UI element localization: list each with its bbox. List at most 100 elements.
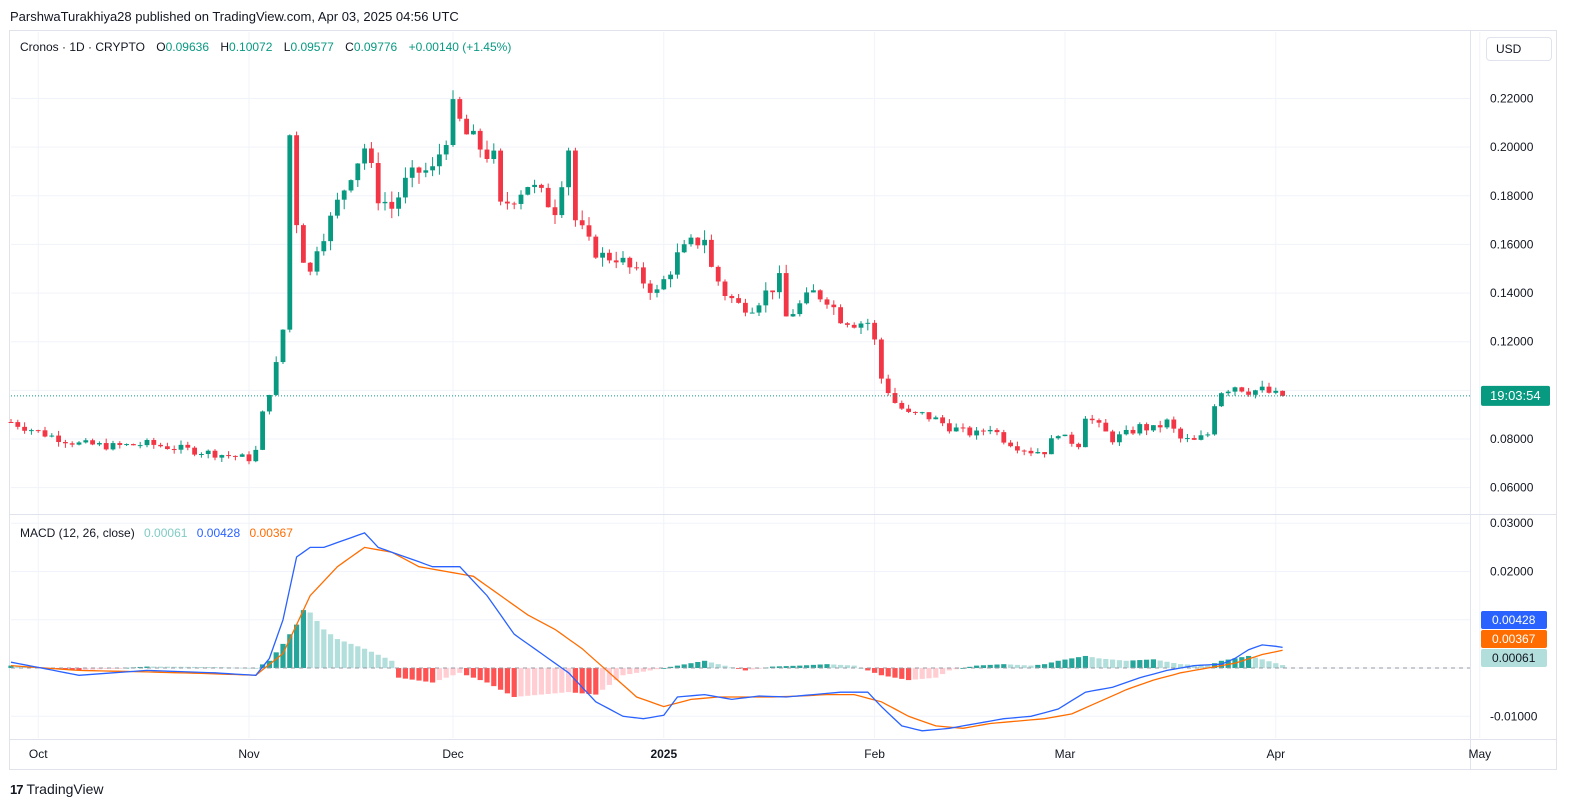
macd-histogram-bar [287, 634, 293, 669]
candle-body [1110, 431, 1115, 443]
time-tick-label: Mar [1055, 747, 1076, 761]
candle-body [593, 236, 599, 258]
candle-body [348, 180, 354, 191]
candle-body [260, 411, 265, 450]
candle-body [879, 339, 884, 379]
candle-body [1123, 429, 1129, 435]
price-tick-label: 0.12000 [1490, 335, 1534, 349]
macd-histogram-bar [171, 666, 177, 669]
candle-body [702, 239, 707, 246]
macd-histogram-bar [498, 668, 504, 690]
macd-histogram-bar [1198, 665, 1204, 669]
macd-histogram-bar [300, 610, 306, 669]
macd-histogram-bar [484, 668, 490, 683]
macd-histogram-bar [606, 668, 612, 685]
ohlc-legend: Cronos · 1D · CRYPTO O0.09636 H0.10072 L… [20, 40, 511, 54]
macd-histogram-bar [987, 664, 993, 669]
macd-histogram-bar [151, 666, 157, 669]
macd-histogram-bar [253, 668, 259, 669]
macd-title[interactable]: MACD (12, 26, close) [20, 526, 135, 540]
macd-histogram-bar [280, 643, 286, 669]
macd-histogram-bar [178, 666, 184, 669]
macd-histogram-bar [1048, 662, 1054, 669]
macd-histogram-bar [865, 668, 871, 671]
candle-body [382, 201, 388, 204]
candle-body [97, 443, 102, 445]
candle-body [375, 163, 381, 204]
countdown-label: 19:03:54 [1490, 388, 1541, 403]
candle-body [1117, 434, 1122, 443]
candle-body [355, 163, 361, 181]
candle-body [790, 314, 796, 317]
candle-body [165, 446, 170, 450]
candle-body [865, 322, 871, 324]
candle-body [525, 187, 531, 195]
macd-histogram-bar [185, 666, 191, 669]
macd-histogram-bar [797, 665, 803, 669]
candle-body [362, 148, 367, 164]
macd-histogram-bar [164, 666, 170, 669]
candle-body [715, 266, 721, 282]
candle-body [1239, 387, 1245, 392]
candle-body [756, 305, 762, 313]
candle-body [1055, 436, 1061, 439]
macd-histogram-bar [90, 668, 96, 670]
candle-body [423, 170, 429, 173]
macd-histogram-bar [192, 666, 198, 669]
macd-histogram-bar [878, 668, 884, 676]
candle-body [246, 454, 252, 462]
macd-histogram-bar [600, 668, 606, 690]
macd-histogram-bar [518, 668, 524, 697]
macd-histogram-bar [695, 661, 701, 669]
candle-body [1280, 390, 1285, 396]
macd-histogram-bar [117, 668, 123, 669]
macd-histogram-bar [321, 629, 327, 669]
currency-button[interactable]: USD [1486, 37, 1552, 61]
macd-histogram-bar [824, 664, 830, 669]
candle-body [967, 427, 973, 436]
candle-body [1205, 434, 1211, 436]
open-value: 0.09636 [165, 40, 209, 54]
candle-body [511, 203, 517, 205]
candle-body [35, 430, 41, 432]
brand[interactable]: 17 TradingView [10, 781, 104, 797]
candle-body [1225, 391, 1231, 394]
candle-body [1137, 424, 1143, 434]
macd-histogram-bar [1014, 664, 1020, 669]
candle-body [90, 440, 95, 445]
candle-body [566, 150, 571, 188]
macd-histogram-bar [559, 668, 565, 693]
macd-histogram-bar [790, 665, 796, 669]
macd-line [10, 532, 1283, 732]
candle-body [627, 257, 633, 268]
macd-histogram-bar [851, 665, 857, 669]
macd-histogram-bar [885, 668, 891, 677]
macd-tick-label: -0.01000 [1490, 709, 1538, 723]
macd-histogram-bar [389, 660, 395, 669]
macd-histogram-bar [620, 668, 626, 676]
macd-histogram-bar [1001, 664, 1007, 669]
candle-body [192, 447, 197, 455]
symbol-label[interactable]: Cronos · 1D · CRYPTO [20, 40, 145, 54]
macd-tick-label: 0.02000 [1490, 565, 1534, 579]
candle-body [1001, 432, 1007, 443]
candle-body [457, 99, 463, 119]
macd-histogram-bar [1062, 659, 1068, 669]
candle-body [396, 197, 401, 209]
macd-histogram-badge [1481, 649, 1547, 667]
candle-body [607, 252, 612, 261]
macd-histogram-bar [15, 666, 21, 669]
candle-body [797, 303, 803, 315]
macd-histogram-bar [8, 665, 14, 669]
macd-histogram-bar [464, 668, 470, 676]
candle-body [817, 290, 823, 300]
candle-body [1035, 452, 1041, 454]
macd-histogram-bar [1191, 664, 1197, 669]
close-value: 0.09776 [353, 40, 398, 54]
macd-histogram-bar [69, 668, 75, 670]
candle-body [1178, 428, 1183, 439]
macd-histogram-bar [1259, 659, 1265, 669]
candle-body [226, 455, 231, 457]
macd-histogram-bar [103, 668, 109, 669]
